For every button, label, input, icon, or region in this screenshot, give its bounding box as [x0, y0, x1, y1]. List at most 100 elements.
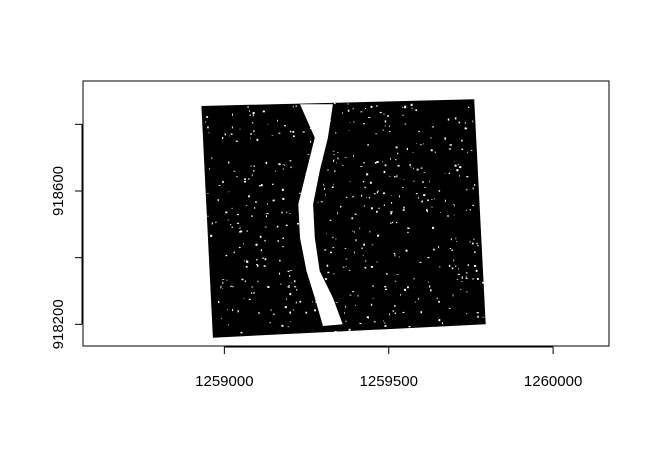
- raster-speckle: [371, 244, 374, 246]
- raster-speckle: [252, 122, 254, 124]
- raster-speckle: [444, 199, 446, 202]
- raster-speckle: [404, 288, 406, 291]
- raster-speckle: [426, 210, 428, 213]
- raster-speckle: [354, 213, 357, 215]
- raster-speckle: [293, 280, 296, 283]
- raster-speckle: [344, 248, 347, 249]
- raster-speckle: [281, 211, 283, 214]
- raster-speckle: [326, 264, 329, 267]
- raster-speckle: [236, 222, 240, 224]
- raster-speckle: [459, 166, 462, 169]
- raster-speckle: [438, 246, 440, 248]
- raster-speckle: [282, 164, 284, 165]
- raster-speckle: [461, 276, 463, 279]
- raster-speckle: [383, 170, 386, 174]
- raster-speckle: [229, 135, 231, 137]
- raster-speckle: [364, 107, 367, 109]
- y-tick-label: 918200: [50, 299, 67, 349]
- raster-speckle: [243, 260, 245, 262]
- raster-speckle: [277, 119, 278, 122]
- raster-speckle: [307, 211, 310, 213]
- raster-speckle: [267, 123, 269, 125]
- raster-speckle: [363, 205, 366, 207]
- raster-speckle: [379, 111, 382, 114]
- raster-speckle: [239, 128, 241, 130]
- raster-speckle: [431, 199, 433, 200]
- raster-speckle: [431, 126, 434, 128]
- raster-speckle: [471, 242, 474, 245]
- raster-speckle: [415, 193, 418, 195]
- raster-speckle: [384, 322, 386, 324]
- raster-speckle: [295, 301, 297, 304]
- raster-speckle: [448, 172, 450, 174]
- raster-speckle: [355, 304, 356, 306]
- raster-speckle: [225, 211, 228, 214]
- raster-speckle: [240, 230, 241, 232]
- raster-speckle: [423, 143, 424, 145]
- raster-speckle: [315, 146, 317, 148]
- raster-speckle: [384, 288, 387, 291]
- raster-speckle: [361, 247, 363, 250]
- raster-speckle: [354, 251, 355, 254]
- raster-speckle: [281, 188, 284, 191]
- raster-speckle: [278, 163, 281, 166]
- raster-speckle: [362, 254, 364, 256]
- raster-speckle: [472, 120, 474, 123]
- raster-speckle: [390, 222, 392, 224]
- raster-speckle: [472, 278, 474, 280]
- raster-speckle: [389, 175, 391, 177]
- raster-speckle: [206, 116, 209, 118]
- raster-speckle: [456, 241, 457, 242]
- raster-speckle: [207, 215, 209, 217]
- raster-speckle: [327, 118, 330, 121]
- raster-speckle: [402, 107, 404, 108]
- raster-speckle: [413, 180, 415, 182]
- raster-speckle: [403, 206, 405, 209]
- raster-speckle: [448, 148, 451, 150]
- raster-speckle: [292, 131, 295, 133]
- raster-speckle: [227, 219, 229, 221]
- raster-speckle: [366, 173, 369, 176]
- raster-speckle: [451, 249, 453, 252]
- raster-speckle: [376, 161, 379, 163]
- raster-speckle: [438, 317, 440, 319]
- raster-speckle: [377, 234, 380, 237]
- raster-speckle: [312, 283, 315, 285]
- raster-speckle: [322, 110, 325, 112]
- raster-speckle: [384, 164, 387, 167]
- raster-speckle: [289, 213, 291, 214]
- raster-speckle: [250, 133, 252, 135]
- raster-speckle: [373, 321, 376, 323]
- raster-speckle: [342, 164, 344, 166]
- raster-speckle: [431, 206, 433, 208]
- raster-speckle: [259, 235, 262, 238]
- raster-speckle: [404, 106, 406, 109]
- raster-speckle: [448, 307, 451, 309]
- raster-speckle: [476, 242, 478, 245]
- raster-speckle: [352, 108, 354, 110]
- raster-speckle: [259, 185, 261, 187]
- raster-speckle: [228, 324, 229, 326]
- raster-speckle: [452, 204, 455, 205]
- raster-speckle: [333, 323, 336, 325]
- raster-speckle: [250, 137, 251, 139]
- raster-speckle: [299, 192, 301, 194]
- raster-speckle: [454, 164, 457, 167]
- raster-speckle: [448, 264, 451, 267]
- raster-speckle: [368, 117, 371, 118]
- raster-speckle: [363, 123, 365, 125]
- raster-speckle: [301, 206, 303, 207]
- raster-speckle: [384, 325, 387, 327]
- raster-speckle: [394, 280, 397, 282]
- raster-speckle: [225, 254, 228, 257]
- raster-speckle: [325, 278, 327, 281]
- raster-speckle: [374, 162, 377, 164]
- raster-speckle: [333, 159, 335, 162]
- raster-speckle: [464, 127, 467, 130]
- raster-speckle: [290, 166, 292, 169]
- raster-speckle: [221, 317, 222, 319]
- raster-speckle: [293, 135, 295, 137]
- raster-speckle: [363, 243, 365, 246]
- raster-speckle: [321, 158, 323, 160]
- raster-speckle: [333, 103, 336, 105]
